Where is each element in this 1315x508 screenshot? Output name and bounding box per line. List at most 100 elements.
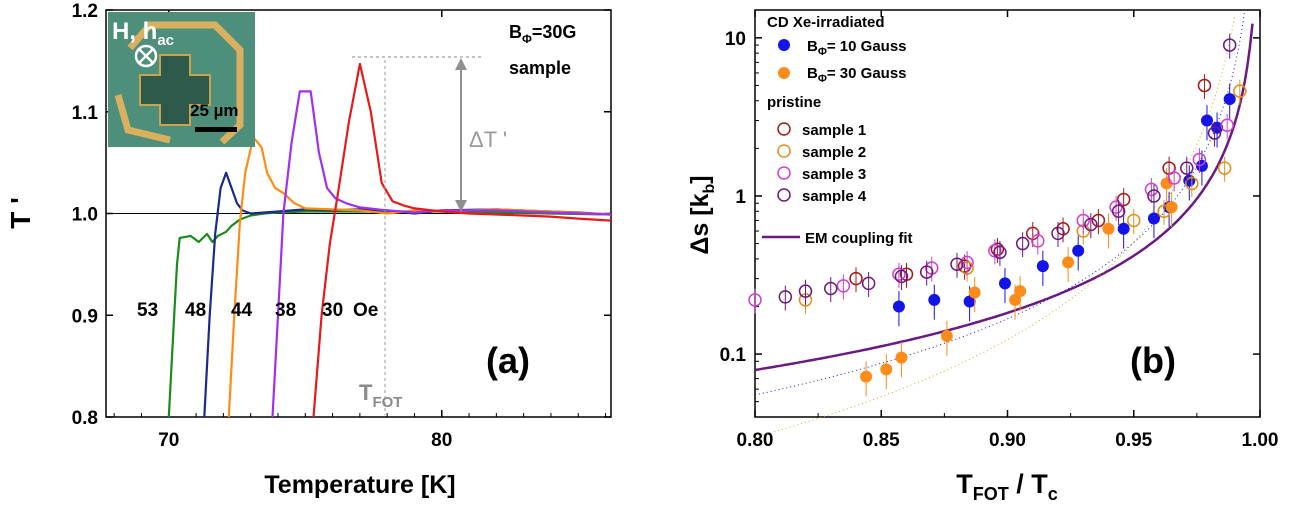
data-point-2: [895, 351, 908, 364]
y-tick-label: 1.0: [72, 205, 98, 226]
data-point-1: [1072, 244, 1085, 257]
series-line-38: [271, 90, 612, 418]
data-point-5: [836, 279, 851, 293]
data-point-1: [998, 277, 1011, 290]
panel-a-series: [167, 62, 612, 418]
legend-marker-sample1: [777, 122, 791, 136]
sample-annotation: sample: [509, 58, 571, 78]
data-point-6: [778, 290, 793, 304]
data-point-2: [880, 363, 893, 376]
y-tick-label: 0.9: [72, 306, 98, 327]
data-point-2: [1165, 201, 1178, 214]
x-tick-label: 0.90: [989, 430, 1026, 451]
series-label-53: 53: [137, 300, 158, 321]
y-tick-label: 0.1: [720, 345, 747, 366]
data-point-6: [1015, 236, 1030, 251]
legend-marker-sample4: [777, 188, 791, 202]
data-point-2: [1009, 293, 1022, 306]
x-tick-label: 0.85: [863, 430, 900, 451]
fit-curve-em: [754, 23, 1254, 372]
data-point-2: [860, 370, 873, 383]
data-point-6: [1084, 217, 1098, 232]
inset-scale-label: 25 µm: [190, 101, 239, 120]
data-point-6: [1111, 204, 1126, 219]
data-point-1: [928, 293, 941, 306]
data-point-6: [1222, 38, 1237, 52]
data-point-6: [1180, 161, 1194, 175]
data-point-3: [1091, 213, 1106, 228]
data-point-5: [892, 267, 906, 281]
data-point-3: [1056, 222, 1070, 236]
panel-b-series: [748, 33, 1247, 397]
data-point-2: [1062, 256, 1075, 269]
data-point-3: [1197, 78, 1212, 93]
legend: CD Xe-irradiated BΦ= 10 Gauss BΦ= 30 Gau…: [762, 14, 912, 247]
delta-annotation: ΔT ': [469, 127, 507, 152]
legend-group-irradiated: CD Xe-irradiated: [767, 14, 885, 31]
inset-scale-bar: [195, 127, 237, 132]
x-tick-label: 1.00: [1242, 430, 1279, 451]
series-label-44: 44: [231, 300, 253, 321]
series-label-48: 48: [185, 300, 206, 321]
data-point-2: [1102, 222, 1115, 235]
data-point-5: [748, 293, 762, 307]
data-point-6: [861, 276, 876, 291]
series-line-30: [312, 62, 612, 418]
data-point-1: [1036, 260, 1049, 273]
legend-marker-10g: [778, 39, 790, 51]
legend-marker-sample2: [777, 144, 791, 158]
legend-marker-sample3: [777, 166, 791, 180]
data-point-5: [1144, 182, 1159, 197]
x-tick-label: 0.95: [1115, 430, 1152, 451]
panel-b: 0.80 0.85 0.90 0.95 1.00 0.1 1 10 TFOT / Tc Δs …: [686, 9, 1278, 504]
data-point-1: [1223, 93, 1236, 106]
data-point-6: [894, 269, 909, 284]
panel-b-fit-curves: [754, 9, 1254, 438]
data-point-2: [968, 286, 981, 299]
data-point-3: [957, 259, 972, 273]
legend-label-sample2: sample 2: [802, 144, 866, 161]
legend-label-sample4: sample 4: [802, 188, 867, 205]
x-tick-label: 80: [431, 430, 452, 451]
data-point-6: [798, 284, 813, 298]
inset-electrode-lower: [114, 94, 171, 144]
inset-field-direction-icon: [134, 44, 158, 68]
series-label-38: 38: [275, 300, 296, 321]
field-units-label: Oe: [353, 300, 378, 321]
inset-sample-cross: [139, 54, 211, 126]
panel-a-xlabel: Temperature [K]: [264, 471, 455, 499]
data-point-6: [1051, 226, 1065, 241]
data-point-5: [960, 255, 974, 270]
legend-label-fit: EM coupling fit: [805, 230, 912, 247]
data-point-2: [940, 330, 953, 343]
data-point-5: [1192, 152, 1207, 167]
y-tick-label: 0.8: [72, 408, 98, 429]
series-line-48: [203, 171, 612, 418]
legend-group-pristine: pristine: [767, 94, 821, 111]
legend-label-10g: BΦ= 10 Gauss: [807, 38, 907, 58]
inset-photo: H, hac 25 µm: [108, 12, 255, 147]
data-point-4: [1157, 204, 1171, 219]
data-point-4: [1127, 213, 1141, 228]
data-point-6: [1147, 189, 1161, 203]
data-point-4: [1217, 161, 1232, 175]
data-point-1: [1183, 174, 1196, 187]
data-point-5: [1220, 118, 1234, 133]
data-point-1: [1200, 114, 1213, 127]
y-tick-label: 1.2: [72, 1, 98, 22]
delta-arrow-bottom: [455, 200, 467, 212]
panel-b-axes: 0.80 0.85 0.90 0.95 1.00 0.1 1 10: [720, 10, 1279, 451]
data-point-3: [849, 271, 863, 286]
x-tick-label: 70: [158, 430, 179, 451]
delta-arrow-top: [455, 58, 467, 70]
legend-label-sample3: sample 3: [802, 166, 866, 183]
inset-cross-icon: [138, 48, 154, 64]
data-point-6: [824, 281, 838, 296]
data-point-3: [990, 242, 1005, 257]
data-point-6: [993, 245, 1007, 260]
data-point-6: [1207, 126, 1222, 140]
panel-a-label: (a): [486, 340, 530, 381]
data-point-5: [1167, 171, 1181, 185]
panel-a-ylabel: T ': [5, 197, 36, 229]
